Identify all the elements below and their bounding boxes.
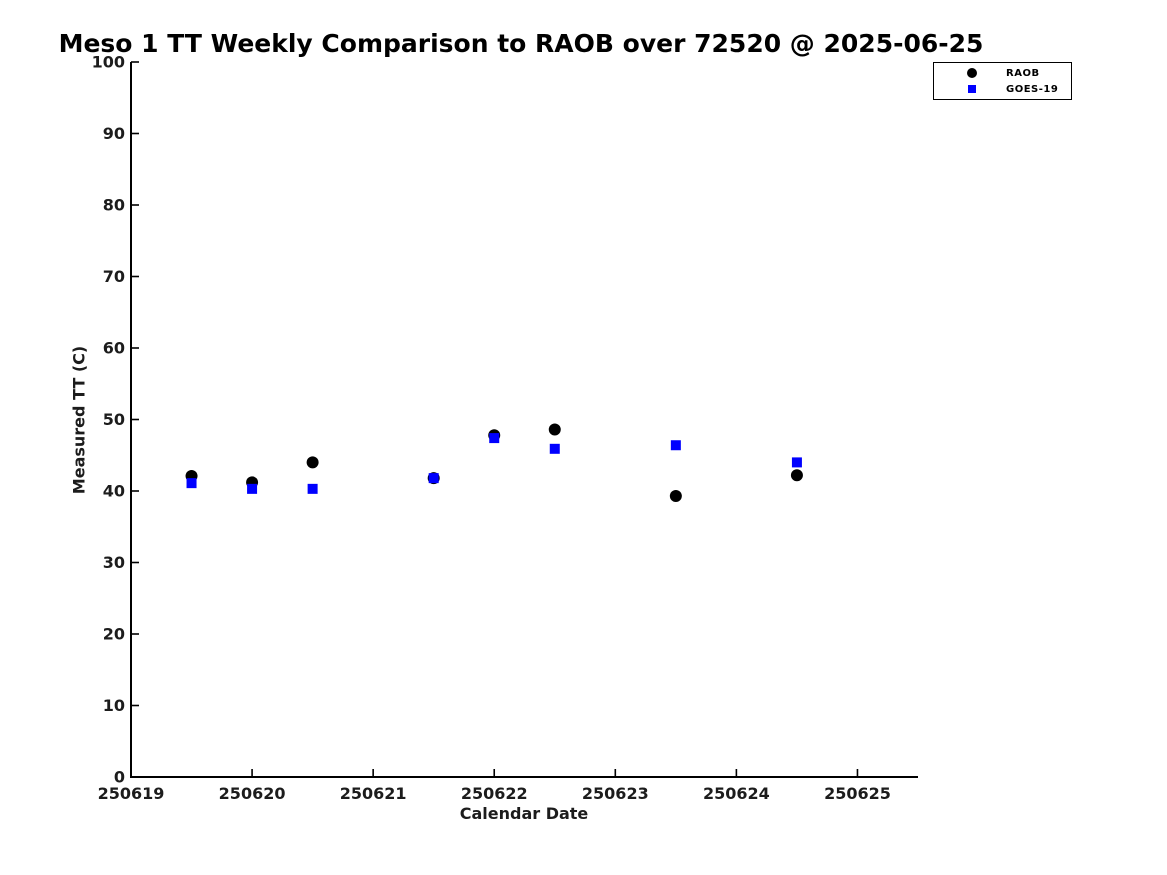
raob-point [548, 423, 561, 436]
svg-text:70: 70 [103, 267, 125, 286]
raob-point [669, 490, 682, 503]
legend-label-goes19: GOES-19 [1006, 83, 1059, 95]
raob-point [790, 469, 803, 482]
legend-box: RAOB GOES-19 [933, 62, 1072, 100]
legend-item-raob: RAOB [934, 67, 1071, 79]
raob-circle-icon [966, 67, 978, 79]
svg-text:250622: 250622 [461, 784, 528, 803]
legend-item-goes19: GOES-19 [934, 83, 1071, 95]
svg-text:60: 60 [103, 339, 125, 358]
svg-text:20: 20 [103, 625, 125, 644]
svg-text:250620: 250620 [219, 784, 286, 803]
svg-text:80: 80 [103, 196, 125, 215]
goes19-point [428, 473, 439, 484]
goes19-square-icon [966, 83, 978, 95]
svg-text:10: 10 [103, 696, 125, 715]
svg-text:50: 50 [103, 410, 125, 429]
raob-point [306, 456, 319, 469]
svg-text:250623: 250623 [582, 784, 649, 803]
goes19-point [489, 433, 500, 444]
svg-text:90: 90 [103, 124, 125, 143]
svg-text:30: 30 [103, 553, 125, 572]
x-axis-label: Calendar Date [459, 804, 589, 823]
goes19-point [791, 457, 802, 468]
svg-text:250625: 250625 [824, 784, 891, 803]
goes19-point [247, 483, 258, 494]
svg-text:250619: 250619 [98, 784, 165, 803]
svg-text:250621: 250621 [340, 784, 407, 803]
goes19-point [670, 440, 681, 451]
svg-text:250624: 250624 [703, 784, 770, 803]
chart-title: Meso 1 TT Weekly Comparison to RAOB over… [58, 29, 984, 58]
goes19-point [549, 443, 560, 454]
svg-text:0: 0 [114, 768, 125, 787]
goes19-point [186, 478, 197, 489]
svg-text:100: 100 [92, 53, 125, 72]
legend-label-raob: RAOB [1006, 67, 1040, 79]
svg-text:40: 40 [103, 482, 125, 501]
goes19-point [307, 483, 318, 494]
